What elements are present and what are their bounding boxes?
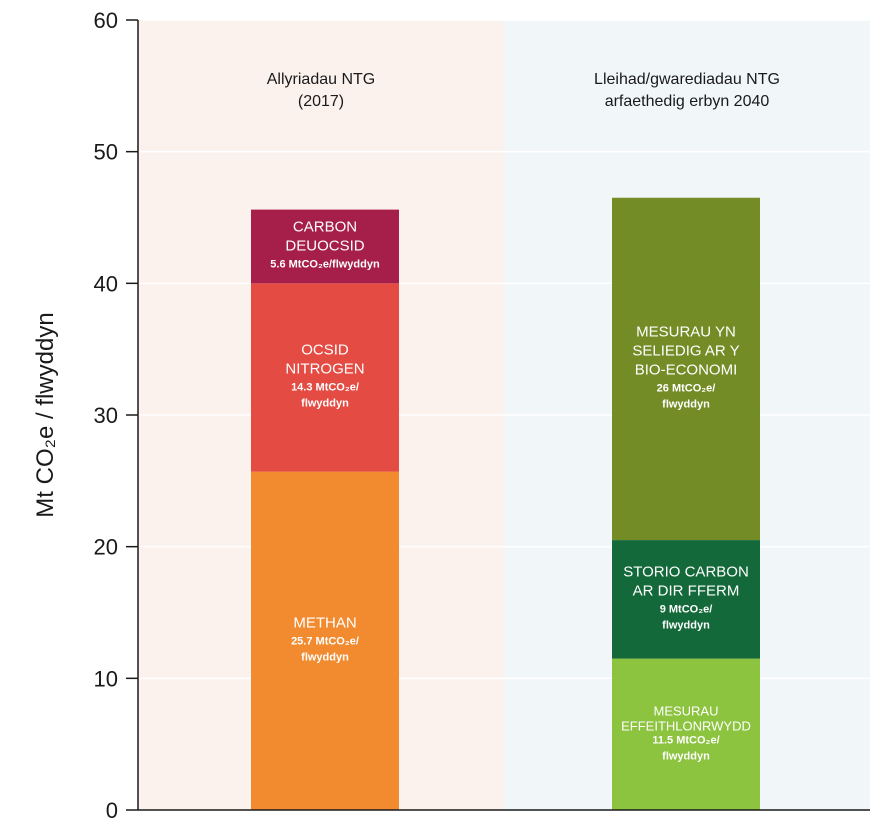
segment-value-label: 26 MtCO₂e/: [657, 382, 716, 394]
y-axis-label: Mt CO₂e / flwyddyn: [32, 312, 59, 517]
panel-title-1: Allyriadau NTG: [267, 71, 375, 88]
segment-value-label: 25.7 MtCO₂e/: [291, 635, 359, 647]
y-tick-label: 30: [94, 403, 118, 428]
bar-2-segment-3: [612, 197, 760, 541]
segment-value-label: flwyddyn: [301, 397, 349, 409]
segment-name-label: SELIEDIG AR Y: [632, 342, 739, 359]
segment-value-label: flwyddyn: [301, 651, 349, 663]
segment-name-label: MESURAU YN: [636, 323, 736, 340]
segment-name-label: BIO-ECONOMI: [635, 361, 738, 378]
segment-name-label: AR DIR FFERM: [633, 582, 740, 599]
segment-value-label: flwyddyn: [662, 750, 710, 762]
panel-title-2: arfaethedig erbyn 2040: [605, 93, 770, 110]
panel-title-1: (2017): [298, 93, 344, 110]
segment-value-label: 11.5 MtCO₂e/: [652, 734, 719, 746]
chart-text: 0 10 20 30 40 50 60 Mt CO₂e / flwyddyn Allyriada…: [32, 8, 780, 823]
bar-2-segment-1: [612, 658, 760, 810]
segment-name-label: MESURAU: [653, 703, 718, 718]
segment-name-label: STORIO CARBON: [623, 563, 749, 580]
segment-name-label: CARBON: [293, 218, 357, 235]
segment-name-label: NITROGEN: [285, 360, 364, 377]
segment-value-label: flwyddyn: [662, 398, 710, 410]
segment-value-label: flwyddyn: [662, 619, 710, 631]
segment-name-label: EFFEITHLONRWYDD: [621, 718, 751, 733]
y-tick-label: 60: [94, 8, 118, 33]
segment-value-label: 9 MtCO₂e/: [660, 603, 713, 615]
panel-title-2: Lleihad/gwarediadau NTG: [594, 71, 780, 88]
bar-2-segment-2: [612, 540, 760, 659]
y-tick-label: 10: [94, 666, 118, 691]
bars: [251, 197, 760, 810]
y-tick-label: 20: [94, 535, 118, 560]
y-tick-label: 40: [94, 271, 118, 296]
bar-1-segment-3: [251, 209, 399, 284]
segment-value-label: 14.3 MtCO₂e/: [291, 381, 359, 393]
segment-name-label: METHAN: [293, 614, 356, 631]
bar-1-segment-2: [251, 283, 399, 472]
segment-name-label: OCSID: [301, 341, 349, 358]
y-tick-label: 50: [94, 140, 118, 165]
segment-name-label: DEUOCSID: [285, 237, 364, 254]
bar-1-segment-1: [251, 471, 399, 810]
y-tick-label: 0: [106, 798, 118, 823]
segment-value-label: 5.6 MtCO₂e/flwyddyn: [270, 258, 380, 270]
axes: [126, 19, 870, 811]
